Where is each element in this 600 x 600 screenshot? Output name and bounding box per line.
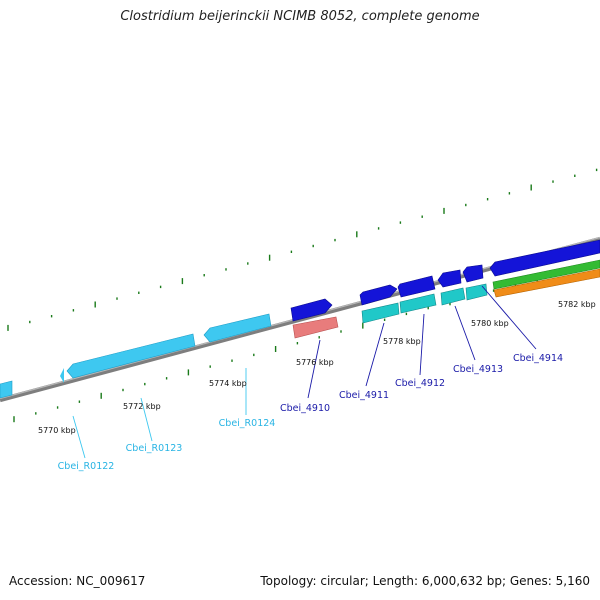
gene-features[interactable]	[0, 239, 600, 399]
gene-label-cbei-4913[interactable]: Cbei_4913	[453, 364, 503, 375]
gene-arrow-cbei-r0124[interactable]	[203, 313, 272, 343]
gene-arrow-cbei-r0121[interactable]	[0, 380, 13, 399]
kbp-label: 5780 kbp	[471, 319, 509, 328]
gene-arrow-cbei-4911[interactable]	[359, 284, 398, 306]
feature-cyan-4914[interactable]	[465, 283, 488, 301]
gene-arrow-cbei-4910[interactable]	[290, 298, 333, 322]
kbp-labels: 5770 kbp 5772 kbp 5774 kbp 5776 kbp 5778…	[38, 300, 596, 435]
kbp-label: 5778 kbp	[383, 337, 421, 346]
accession-text: Accession: NC_009617	[9, 574, 146, 588]
feature-green-4915[interactable]	[492, 259, 600, 290]
kbp-label: 5774 kbp	[209, 379, 247, 388]
feature-orange-4915[interactable]	[493, 268, 600, 298]
gene-arrow-small-rna[interactable]	[60, 368, 64, 383]
topology-text: Topology: circular; Length: 6,000,632 bp…	[260, 574, 590, 588]
lower-tick-track	[13, 266, 582, 423]
map-title: Clostridium beijerinckii NCIMB 8052, com…	[120, 9, 480, 24]
kbp-label: 5776 kbp	[296, 358, 334, 367]
gene-label-cbei-r0124[interactable]: Cbei_R0124	[219, 418, 276, 429]
gene-arrow-cbei-4912[interactable]	[397, 275, 436, 298]
gene-arrow-cbei-r0123[interactable]	[66, 333, 196, 379]
gene-label-cbei-4912[interactable]: Cbei_4912	[395, 378, 445, 389]
gene-label-cbei-r0122[interactable]: Cbei_R0122	[58, 461, 115, 472]
gene-label-cbei-4914[interactable]: Cbei_4914	[513, 353, 563, 364]
upper-tick-track	[7, 168, 598, 331]
gene-label-cbei-4910[interactable]: Cbei_4910	[280, 403, 330, 414]
feature-cyan-4913[interactable]	[440, 287, 466, 306]
gene-arrow-cbei-4915[interactable]	[489, 239, 600, 277]
gene-arrow-cbei-4914[interactable]	[462, 264, 484, 283]
feature-cyan-4911[interactable]	[361, 302, 400, 324]
gene-label-cbei-r0123[interactable]: Cbei_R0123	[126, 443, 183, 454]
gene-labels[interactable]: Cbei_R0122 Cbei_R0123 Cbei_R0124 Cbei_49…	[58, 353, 563, 472]
gene-arrow-cbei-4913[interactable]	[437, 269, 462, 288]
kbp-label: 5772 kbp	[123, 402, 161, 411]
kbp-label: 5782 kbp	[558, 300, 596, 309]
label-leader-lines	[72, 285, 537, 459]
gene-label-cbei-4911[interactable]: Cbei_4911	[339, 390, 389, 401]
feature-cyan-4912[interactable]	[399, 293, 437, 314]
kbp-label: 5770 kbp	[38, 426, 76, 435]
feature-red-4910[interactable]	[292, 316, 339, 339]
